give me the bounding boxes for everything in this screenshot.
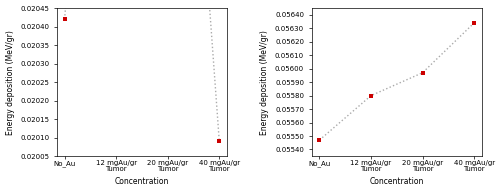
Point — [367, 94, 375, 97]
Point — [418, 71, 426, 74]
X-axis label: Concentration: Concentration — [370, 177, 424, 186]
Y-axis label: Energy deposition (MeV/gr): Energy deposition (MeV/gr) — [260, 30, 270, 135]
Point — [316, 138, 324, 142]
Point — [216, 140, 224, 143]
Point — [60, 18, 68, 21]
Y-axis label: Energy deposition (MeV/gr): Energy deposition (MeV/gr) — [6, 30, 15, 135]
X-axis label: Concentration: Concentration — [115, 177, 169, 186]
Point — [470, 21, 478, 24]
